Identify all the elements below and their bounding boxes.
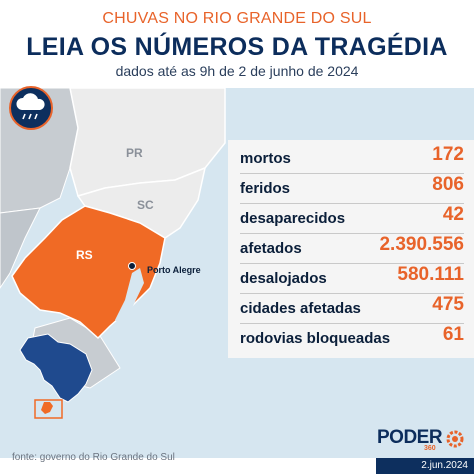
divider [240,233,464,234]
neighbor-argentina [0,207,41,289]
state-label-pr: PR [126,146,143,160]
header: CHUVAS NO RIO GRANDE DO SUL LEIA OS NÚME… [0,0,474,88]
stat-label: feridos [240,180,291,197]
state-label-rs: RS [76,248,93,262]
city-marker [128,262,136,270]
page-title: LEIA OS NÚMEROS DA TRAGÉDIA [26,33,448,61]
rain-badge [9,86,53,130]
divider [240,323,464,324]
lagoa-dos-patos [115,268,144,324]
brand-number: 360 [424,445,436,452]
stat-row-desalojados: desalojados 580.111 [240,264,464,294]
divider [240,263,464,264]
regional-map [0,88,226,419]
brand-name: PODER [377,427,443,448]
kicker: CHUVAS NO RIO GRANDE DO SUL [102,10,372,27]
stat-label: desaparecidos [240,210,346,227]
stat-row-mortos: mortos 172 [240,144,464,174]
stat-row-cidades-afetadas: cidades afetadas 475 [240,294,464,324]
divider [240,293,464,294]
divider [240,173,464,174]
stat-value: 61 [442,324,464,345]
city-label: Porto Alegre [147,265,201,275]
rs-inset-shape [41,402,53,414]
stat-label: afetados [240,240,302,257]
stat-value: 172 [432,144,464,165]
source-note: fonte: governo do Rio Grande do Sul [12,452,175,463]
date-bar: 2.jun.2024 [376,458,474,474]
stat-label: desalojados [240,270,327,287]
brazil-inset [19,333,93,403]
stat-label: mortos [240,150,291,167]
stat-value: 2.390.556 [379,234,464,255]
stat-row-afetados: afetados 2.390.556 [240,234,464,264]
publish-date: 2.jun.2024 [421,460,468,471]
stat-row-rodovias-bloqueadas: rodovias bloqueadas 61 [240,324,464,354]
stat-label: cidades afetadas [240,300,361,317]
stats-panel: mortos 172 feridos 806 desaparecidos 42 … [228,140,474,358]
stat-value: 42 [442,204,464,225]
divider [240,203,464,204]
sun-logo-icon [446,430,464,448]
stat-value: 580.111 [397,264,464,285]
stat-label: rodovias bloqueadas [240,330,391,347]
stat-row-feridos: feridos 806 [240,174,464,204]
stat-value: 806 [432,174,464,195]
state-label-sc: SC [137,198,154,212]
rain-cloud-icon [16,93,45,120]
rs-inset-box [34,399,63,419]
stat-value: 475 [432,294,464,315]
subtitle: dados até as 9h de 2 de junho de 2024 [115,63,359,79]
stat-row-desaparecidos: desaparecidos 42 [240,204,464,234]
state-rs [11,205,166,340]
